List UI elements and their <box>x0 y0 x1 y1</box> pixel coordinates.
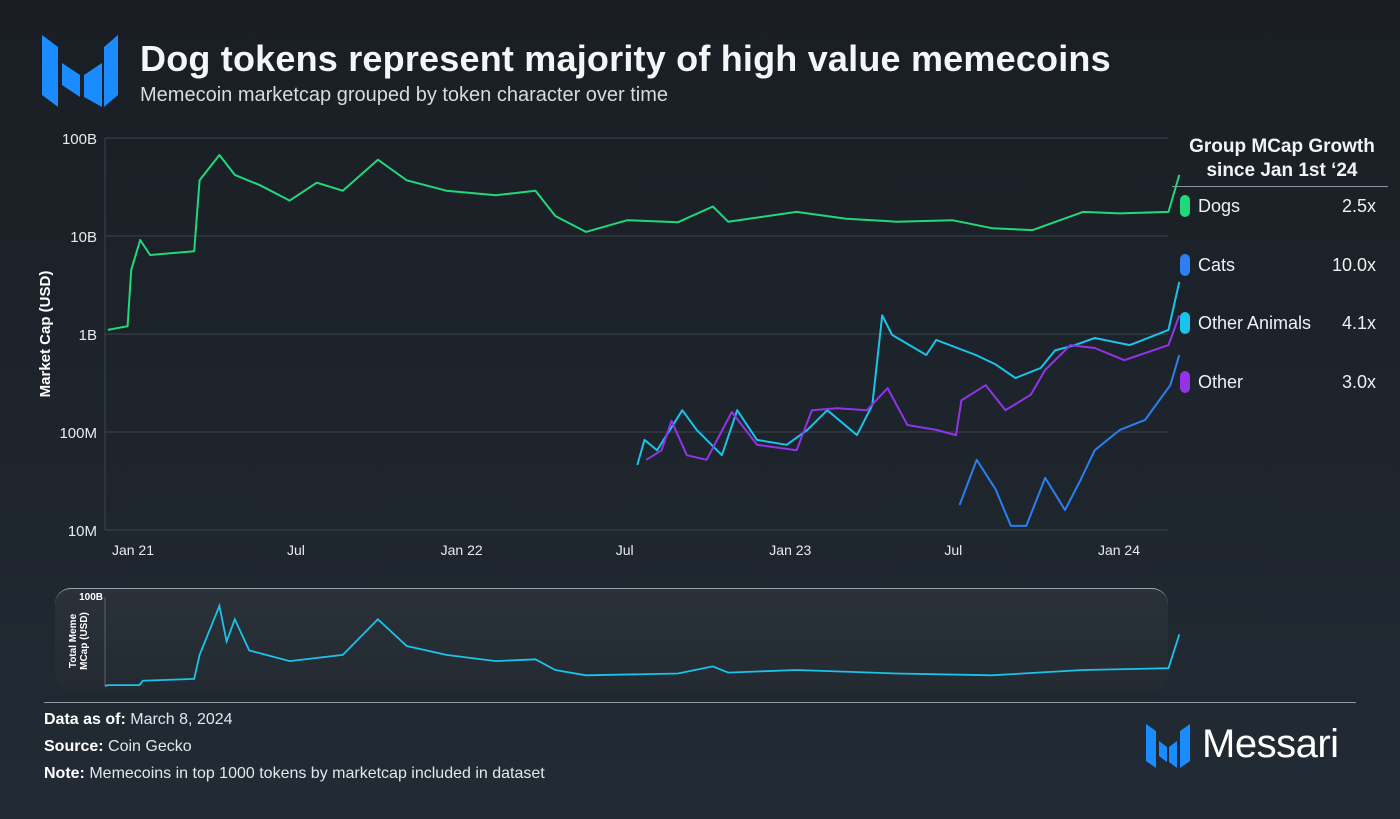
mini-y-axis-label: Total MemeMCap (USD) <box>68 612 90 670</box>
y-tick-label: 1B <box>79 327 97 344</box>
series-line-dogs <box>107 154 1181 331</box>
chart-title: Dog tokens represent majority of high va… <box>140 38 1111 79</box>
x-tick-label: Jan 22 <box>441 542 483 558</box>
legend-item-cats[interactable]: Cats 10.0x <box>1180 252 1376 278</box>
legend-value: 10.0x <box>1331 255 1376 275</box>
x-tick-label: Jul <box>287 542 305 558</box>
y-tick-label: 10M <box>68 523 97 540</box>
legend-label: Cats <box>1198 255 1236 275</box>
footer-note: Note: Memecoins in top 1000 tokens by ma… <box>44 765 545 783</box>
footer-data-as-of: Data as of: March 8, 2024 <box>44 711 233 729</box>
brand-name: Messari <box>1202 722 1339 766</box>
chart-subtitle: Memecoin marketcap grouped by token char… <box>140 84 669 106</box>
series-line-other <box>645 314 1181 461</box>
x-tick-label: Jan 23 <box>769 542 811 558</box>
legend-item-other-animals[interactable]: Other Animals 4.1x <box>1180 310 1376 336</box>
legend-label: Other <box>1198 372 1244 392</box>
series-line-total-meme-mcap <box>104 602 1181 687</box>
note-label: Note: <box>44 765 85 782</box>
legend-swatch-other-animals <box>1180 312 1190 334</box>
legend-swatch-dogs <box>1180 195 1190 217</box>
x-tick-label: Jan 24 <box>1098 542 1140 558</box>
legend-item-dogs[interactable]: Dogs 2.5x <box>1180 193 1376 219</box>
y-tick-label: 10B <box>70 229 97 246</box>
messari-brand-icon <box>1146 724 1190 768</box>
footer-divider <box>44 702 1356 703</box>
note-value: Memecoins in top 1000 tokens by marketca… <box>89 765 545 782</box>
data-as-of-value: March 8, 2024 <box>130 711 233 728</box>
data-as-of-label: Data as of: <box>44 711 126 728</box>
source-value: Coin Gecko <box>108 738 192 755</box>
legend-swatch-cats <box>1180 254 1190 276</box>
legend-title-line2: since Jan 1st ‘24 <box>1206 160 1358 181</box>
x-tick-label: Jul <box>944 542 962 558</box>
legend-title: Group MCap Growth since Jan 1st ‘24 <box>1172 135 1392 183</box>
y-tick-label: 100B <box>62 131 97 148</box>
y-axis-label: Market Cap (USD) <box>37 271 54 398</box>
legend-value: 4.1x <box>1341 313 1376 333</box>
messari-logo-icon <box>42 35 118 107</box>
legend-label: Other Animals <box>1198 313 1312 333</box>
legend-title-line1: Group MCap Growth <box>1189 136 1375 157</box>
total-mcap-panel <box>55 588 1168 691</box>
legend-swatch-other <box>1180 371 1190 393</box>
legend-value: 2.5x <box>1341 196 1376 216</box>
x-tick-label: Jan 21 <box>112 542 154 558</box>
footer-source: Source: Coin Gecko <box>44 738 192 756</box>
legend-item-other[interactable]: Other 3.0x <box>1180 369 1376 395</box>
x-tick-label: Jul <box>616 542 634 558</box>
y-tick-label: 100M <box>59 425 97 442</box>
mini-y-tick-label: 100B <box>79 592 103 603</box>
series-line-cats <box>958 354 1181 527</box>
legend-label: Dogs <box>1198 196 1241 216</box>
legend-divider <box>1172 186 1388 187</box>
source-label: Source: <box>44 738 104 755</box>
legend-value: 3.0x <box>1341 372 1376 392</box>
